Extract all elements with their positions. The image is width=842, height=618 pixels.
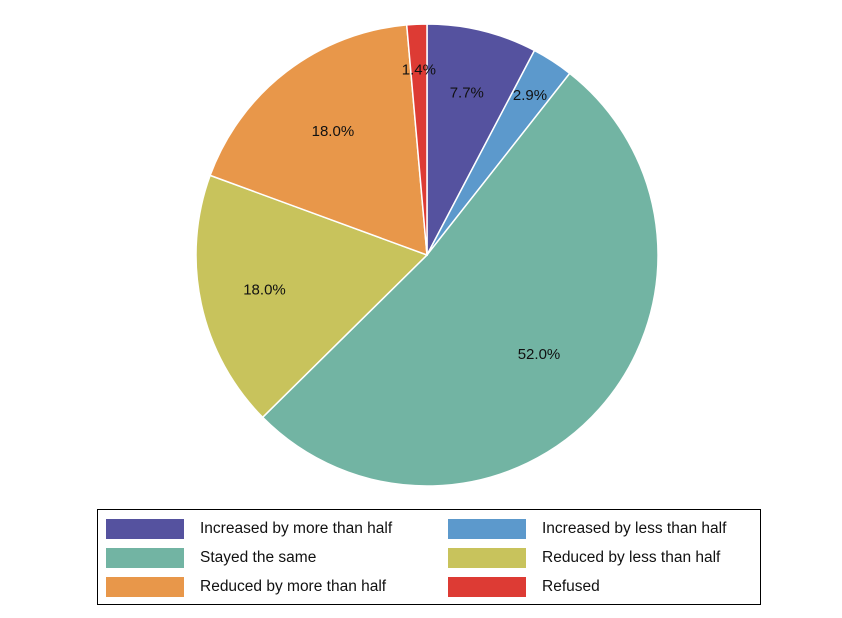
- pie-slice-reduced-more-than-half: [209, 24, 428, 257]
- pie-slice-stayed-same: [261, 72, 659, 487]
- legend-item-reduced-less-than-half: Reduced by less than half: [448, 546, 720, 570]
- legend-swatch: [106, 519, 184, 539]
- legend-item-refused: Refused: [448, 575, 600, 599]
- pie-value-label-increased-more-than-half: 7.7%: [450, 84, 484, 101]
- legend-item-reduced-more-than-half: Reduced by more than half: [106, 575, 386, 599]
- legend-label: Stayed the same: [200, 549, 317, 566]
- pie-value-label-reduced-less-than-half: 18.0%: [243, 281, 286, 298]
- legend-label: Reduced by more than half: [200, 578, 387, 595]
- legend-label: Reduced by less than half: [542, 549, 721, 566]
- pie-value-label-increased-less-than-half: 2.9%: [513, 87, 547, 104]
- legend-label: Increased by less than half: [542, 520, 727, 537]
- pie-slice-refused: [405, 23, 428, 256]
- pie-chart: 7.7% 2.9% 52.0% 18.0% 18.0% 1.4%: [195, 23, 659, 487]
- legend-swatch: [448, 577, 526, 597]
- pie-value-label-refused: 1.4%: [402, 61, 436, 78]
- pie-value-label-stayed-same: 52.0%: [518, 346, 561, 363]
- legend-swatch: [448, 548, 526, 568]
- legend-swatch: [448, 519, 526, 539]
- legend-label: Refused: [542, 578, 600, 595]
- pie-value-labels: 7.7% 2.9% 52.0% 18.0% 18.0% 1.4%: [243, 61, 560, 363]
- legend-item-increased-less-than-half: Increased by less than half: [448, 517, 726, 541]
- legend-item-stayed-same: Stayed the same: [106, 546, 316, 570]
- pie-slice-reduced-less-than-half: [195, 174, 429, 419]
- legend-item-increased-more-than-half: Increased by more than half: [106, 517, 392, 541]
- legend-swatch: [106, 548, 184, 568]
- pie-value-label-reduced-more-than-half: 18.0%: [312, 123, 355, 140]
- pie-slices: [195, 23, 659, 487]
- pie-slice-increased-more-than-half: [426, 23, 536, 256]
- legend-label: Increased by more than half: [200, 520, 393, 537]
- legend-swatch: [106, 577, 184, 597]
- legend: Increased by more than half Increased by…: [97, 509, 761, 605]
